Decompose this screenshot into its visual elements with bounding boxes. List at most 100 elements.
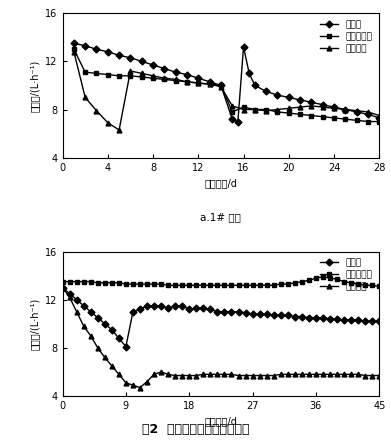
生物膜式: [162, 76, 167, 81]
生物膜式: [196, 81, 201, 86]
生物膜式: [194, 373, 199, 378]
复合式: [275, 92, 280, 98]
复合式: [88, 309, 93, 314]
复合式: [60, 285, 65, 290]
生物膜式: [257, 373, 262, 378]
Y-axis label: 出水量/(L·h⁻¹): 出水量/(L·h⁻¹): [30, 59, 40, 112]
生物膜式: [300, 372, 304, 377]
Line: 复合式: 复合式: [60, 285, 382, 349]
活性污泥式: [278, 282, 283, 287]
活性污泥式: [215, 282, 220, 288]
生物膜式: [201, 372, 206, 377]
生物膜式: [314, 372, 318, 377]
复合式: [307, 315, 311, 320]
生物膜式: [173, 373, 178, 378]
复合式: [377, 319, 382, 324]
生物膜式: [335, 372, 339, 377]
活性污泥式: [173, 78, 178, 83]
活性污泥式: [159, 282, 163, 287]
生物膜式: [88, 333, 93, 338]
生物膜式: [236, 373, 241, 378]
活性污泥式: [320, 114, 325, 119]
活性污泥式: [343, 117, 348, 122]
活性污泥式: [328, 275, 332, 281]
复合式: [257, 312, 262, 317]
复合式: [173, 303, 178, 308]
活性污泥式: [243, 282, 248, 288]
Text: 图2  膜生物反应器的流量变化: 图2 膜生物反应器的流量变化: [142, 422, 249, 436]
活性污泥式: [162, 77, 167, 82]
生物膜式: [151, 73, 155, 78]
活性污泥式: [151, 76, 155, 81]
生物膜式: [106, 120, 110, 125]
Text: a.1# 装置: a.1# 装置: [201, 213, 241, 223]
活性污泥式: [257, 282, 262, 288]
活性污泥式: [309, 113, 314, 118]
复合式: [128, 55, 133, 60]
生物膜式: [187, 373, 192, 378]
复合式: [243, 310, 248, 315]
活性污泥式: [83, 70, 88, 75]
活性污泥式: [377, 119, 382, 124]
复合式: [185, 72, 189, 77]
活性污泥式: [124, 282, 128, 287]
X-axis label: 运行时间/d: 运行时间/d: [204, 178, 237, 188]
生物膜式: [250, 373, 255, 378]
生物膜式: [145, 379, 149, 384]
生物膜式: [140, 71, 144, 76]
生物膜式: [230, 103, 235, 109]
生物膜式: [67, 295, 72, 300]
复合式: [208, 307, 213, 312]
生物膜式: [72, 49, 76, 55]
复合式: [94, 47, 99, 52]
生物膜式: [320, 104, 325, 110]
生物膜式: [166, 372, 170, 377]
生物膜式: [356, 372, 361, 377]
生物膜式: [117, 372, 121, 377]
活性污泥式: [128, 73, 133, 78]
活性污泥式: [196, 81, 201, 86]
活性污泥式: [300, 279, 304, 284]
复合式: [370, 319, 375, 324]
复合式: [314, 315, 318, 320]
生物膜式: [124, 380, 128, 385]
复合式: [253, 83, 257, 88]
复合式: [109, 327, 114, 333]
复合式: [166, 305, 170, 311]
活性污泥式: [138, 282, 142, 287]
生物膜式: [138, 385, 142, 390]
复合式: [250, 312, 255, 317]
复合式: [81, 303, 86, 308]
生物膜式: [243, 373, 248, 378]
生物膜式: [83, 95, 88, 100]
生物膜式: [185, 79, 189, 84]
活性污泥式: [145, 282, 149, 287]
活性污泥式: [219, 83, 223, 88]
生物膜式: [298, 104, 303, 110]
复合式: [343, 107, 348, 112]
活性污泥式: [140, 74, 144, 80]
生物膜式: [354, 108, 359, 114]
生物膜式: [208, 372, 213, 377]
生物膜式: [117, 127, 122, 132]
复合式: [236, 309, 241, 314]
生物膜式: [275, 107, 280, 112]
活性污泥式: [275, 109, 280, 114]
活性污泥式: [88, 279, 93, 284]
复合式: [187, 307, 192, 312]
生物膜式: [241, 107, 246, 112]
生物膜式: [307, 372, 311, 377]
复合式: [298, 97, 303, 103]
复合式: [145, 303, 149, 308]
活性污泥式: [208, 282, 213, 288]
生物膜式: [377, 113, 382, 118]
活性污泥式: [229, 282, 234, 288]
生物膜式: [366, 109, 370, 114]
活性污泥式: [187, 282, 192, 288]
生物膜式: [173, 77, 178, 82]
活性污泥式: [173, 282, 178, 288]
复合式: [235, 119, 240, 124]
复合式: [74, 297, 79, 302]
活性污泥式: [370, 282, 375, 288]
复合式: [292, 314, 297, 319]
